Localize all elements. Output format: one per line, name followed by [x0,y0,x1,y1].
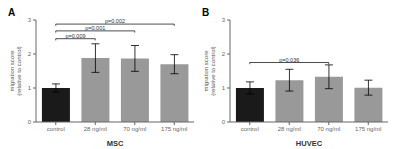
html-text:A: A [8,7,16,18]
html-text:B: B [202,7,210,18]
svg-text:2: 2 [28,51,32,57]
svg-text:p=0.036: p=0.036 [279,57,299,63]
svg-text:175 ng/ml: 175 ng/ml [161,126,187,132]
svg-text:1: 1 [28,85,32,91]
svg-text:migration score(relative to co: migration score(relative to control) [9,46,22,96]
svg-text:0: 0 [28,119,32,125]
svg-text:175 ng/ml: 175 ng/ml [355,126,381,132]
svg-text:70 ng/ml: 70 ng/ml [317,126,340,132]
svg-text:migration score(relative to co: migration score(relative to control) [203,46,216,96]
svg-text:0: 0 [222,119,226,125]
svg-text:3: 3 [222,17,226,23]
svg-text:MSC: MSC [107,139,124,146]
svg-text:p=0.002: p=0.002 [105,18,125,24]
svg-text:p=0.001: p=0.001 [85,25,105,31]
svg-text:2: 2 [222,51,226,57]
svg-text:28 ng/ml: 28 ng/ml [278,126,301,132]
svg-text:70 ng/ml: 70 ng/ml [123,126,146,132]
svg-text:1: 1 [222,85,226,91]
svg-text:control: control [241,126,259,132]
svg-text:28 ng/ml: 28 ng/ml [84,126,107,132]
svg-text:HUVEC: HUVEC [296,139,323,146]
svg-text:3: 3 [28,17,32,23]
svg-text:p=0.009: p=0.009 [65,33,85,39]
svg-text:control: control [47,126,65,132]
